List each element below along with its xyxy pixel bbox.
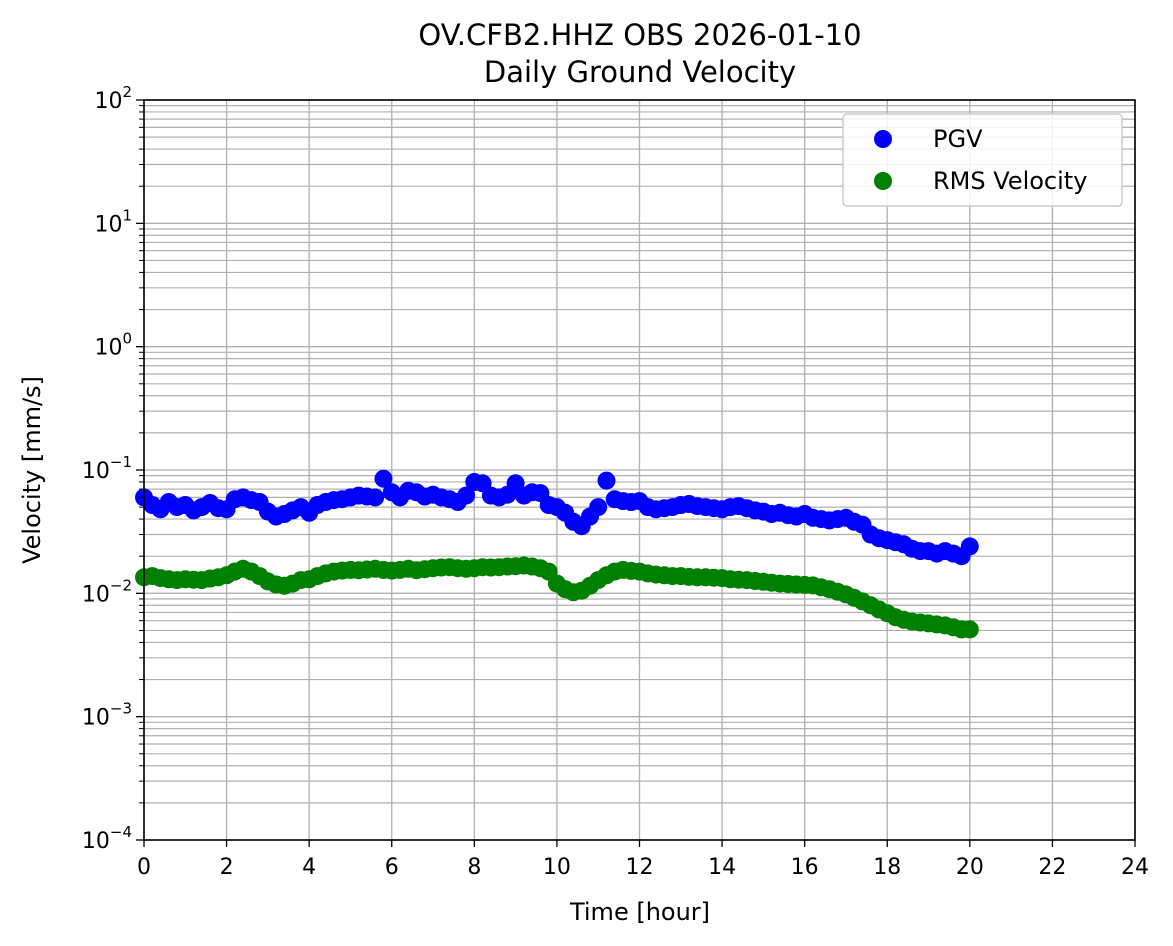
point-pgv bbox=[457, 486, 476, 505]
x-tick-label: 18 bbox=[873, 855, 901, 880]
point-pgv bbox=[366, 488, 385, 507]
legend-box bbox=[842, 113, 1123, 207]
y-tick-label: 10−2 bbox=[82, 576, 132, 607]
y-tick-base: 10 bbox=[82, 582, 110, 607]
plot-points bbox=[135, 469, 979, 639]
y-tick-exponent: 1 bbox=[122, 206, 132, 224]
y-tick-exponent: −1 bbox=[110, 453, 132, 471]
y-tick-label: 101 bbox=[94, 206, 132, 237]
point-pgv bbox=[597, 471, 616, 490]
y-tick-base: 10 bbox=[94, 89, 122, 114]
y-tick-label: 102 bbox=[94, 83, 132, 114]
chart-title: OV.CFB2.HHZ OBS 2026-01-10 bbox=[418, 18, 861, 52]
point-rms-velocity bbox=[960, 620, 979, 639]
x-tick-label: 20 bbox=[956, 855, 984, 880]
x-tick-label: 12 bbox=[626, 855, 654, 880]
legend-label-pgv: PGV bbox=[933, 125, 983, 153]
x-tick-label: 16 bbox=[791, 855, 819, 880]
y-tick-label: 100 bbox=[94, 330, 132, 361]
x-tick-label: 0 bbox=[137, 855, 151, 880]
point-pgv bbox=[589, 498, 608, 517]
y-tick-label: 10−3 bbox=[82, 700, 132, 731]
chart-subtitle: Daily Ground Velocity bbox=[484, 55, 796, 89]
y-tick-exponent: −2 bbox=[110, 576, 132, 594]
x-tick-label: 6 bbox=[385, 855, 399, 880]
x-tick-label: 8 bbox=[467, 855, 481, 880]
y-tick-base: 10 bbox=[94, 336, 122, 361]
plot-frame bbox=[143, 99, 1136, 841]
y-tick-base: 10 bbox=[82, 829, 110, 854]
legend-marker-rms-velocity bbox=[874, 172, 892, 190]
y-tick-exponent: 0 bbox=[122, 330, 132, 348]
y-tick-base: 10 bbox=[82, 459, 110, 484]
y-tick-exponent: −3 bbox=[110, 700, 132, 718]
y-tick-exponent: −4 bbox=[110, 823, 132, 841]
y-axis-label: Velocity [mm/s] bbox=[18, 376, 46, 564]
axis-ticks: 0 2 4 6 8 10 12 14 16 18 20 22 2410−410−310−210−1100… bbox=[82, 83, 1149, 880]
x-tick-label: 4 bbox=[302, 855, 316, 880]
y-tick-label: 10−4 bbox=[82, 823, 132, 854]
legend-label-rms-velocity: RMS Velocity bbox=[933, 167, 1087, 195]
point-pgv bbox=[374, 469, 393, 488]
x-tick-label: 14 bbox=[708, 855, 736, 880]
legend-marker-pgv bbox=[874, 130, 892, 148]
x-tick-label: 10 bbox=[543, 855, 571, 880]
grid bbox=[143, 99, 1136, 841]
x-tick-label: 22 bbox=[1038, 855, 1066, 880]
y-tick-base: 10 bbox=[94, 212, 122, 237]
y-tick-exponent: 2 bbox=[122, 83, 132, 101]
y-tick-label: 10−1 bbox=[82, 453, 132, 484]
point-pgv bbox=[960, 537, 979, 556]
x-tick-label: 24 bbox=[1121, 855, 1149, 880]
legend: PGV RMS Velocity bbox=[842, 113, 1123, 207]
x-axis-label: Time [hour] bbox=[569, 898, 710, 926]
y-tick-base: 10 bbox=[82, 706, 110, 731]
x-tick-label: 2 bbox=[220, 855, 234, 880]
